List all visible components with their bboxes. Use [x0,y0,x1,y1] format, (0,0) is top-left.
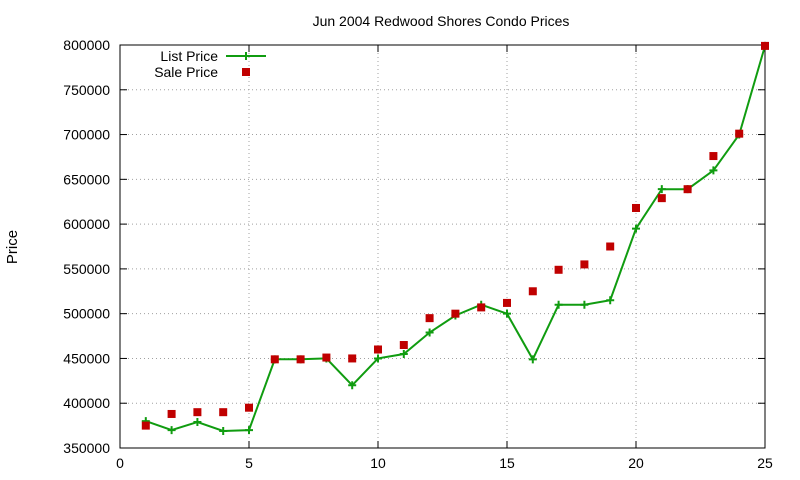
legend-plus-marker [242,52,250,60]
ticks-layer: 0 5 10 15 20 25 350000 400000 450000 500000 550000… [63,37,773,471]
sale-price-point [296,355,305,364]
series-list-price [141,41,769,435]
list-price-point [374,354,382,363]
sale-price-point [606,242,615,251]
list-price-point [580,300,589,309]
x-tick-label: 10 [370,455,386,471]
sale-price-point [193,408,202,417]
series-layer [141,41,769,435]
y-tick-label: 450000 [63,350,110,366]
list-price-point [632,224,640,233]
sale-price-point [761,41,769,50]
sale-price-point [374,345,382,354]
list-price-point [709,166,718,175]
list-price-line [145,45,766,433]
list-price-point [606,296,615,305]
list-price-point [425,328,434,337]
x-tick-label: 15 [499,455,515,471]
legend-label: List Price [160,48,218,64]
sale-price-point [503,298,511,307]
sale-price-point [399,341,408,350]
list-price-point [554,300,563,309]
list-price-point [167,426,176,435]
grid-layer [120,45,765,448]
sale-price-point [270,355,279,364]
x-tick-label: 5 [245,455,253,471]
y-tick-label: 550000 [63,261,110,277]
sale-price-point [219,408,228,417]
sale-price-point [683,185,692,194]
sale-price-point [709,152,718,161]
list-price-point [219,426,228,435]
y-axis-label: Price [4,230,21,264]
sale-price-point [141,421,150,430]
y-tick-label: 500000 [63,306,110,322]
sale-price-point [632,203,640,212]
sale-price-point [657,194,666,203]
y-tick-label: 750000 [63,82,110,98]
sale-price-point [245,403,253,412]
sale-price-point [528,287,537,296]
list-price-point [399,349,408,358]
plot-frame [119,44,766,449]
sale-price-point [451,309,460,318]
y-tick-label: 800000 [63,37,110,53]
sale-price-point [580,260,589,269]
sale-price-point [322,353,331,362]
x-tick-label: 20 [628,455,644,471]
sale-price-point [477,303,486,312]
sale-price-point [348,354,357,363]
y-tick-label: 650000 [63,171,110,187]
list-price-point [348,381,357,390]
list-price-point [503,309,511,318]
series-sale-price [141,41,769,430]
chart-title: Jun 2004 Redwood Shores Condo Prices [313,13,570,29]
legend-square-marker [242,68,250,76]
sale-price-point [735,129,744,138]
x-tick-label: 25 [757,455,773,471]
list-price-point [193,418,202,427]
y-tick-label: 400000 [63,395,110,411]
list-price-point [528,355,537,364]
sale-price-point [425,314,434,323]
y-tick-label: 700000 [63,127,110,143]
sale-price-point [167,409,176,418]
list-price-point [245,426,253,435]
y-tick-label: 350000 [63,440,110,456]
list-price-point [657,185,666,194]
legend-label: Sale Price [154,64,218,80]
y-tick-label: 600000 [63,216,110,232]
x-tick-label: 0 [116,455,124,471]
sale-price-point [554,265,563,274]
